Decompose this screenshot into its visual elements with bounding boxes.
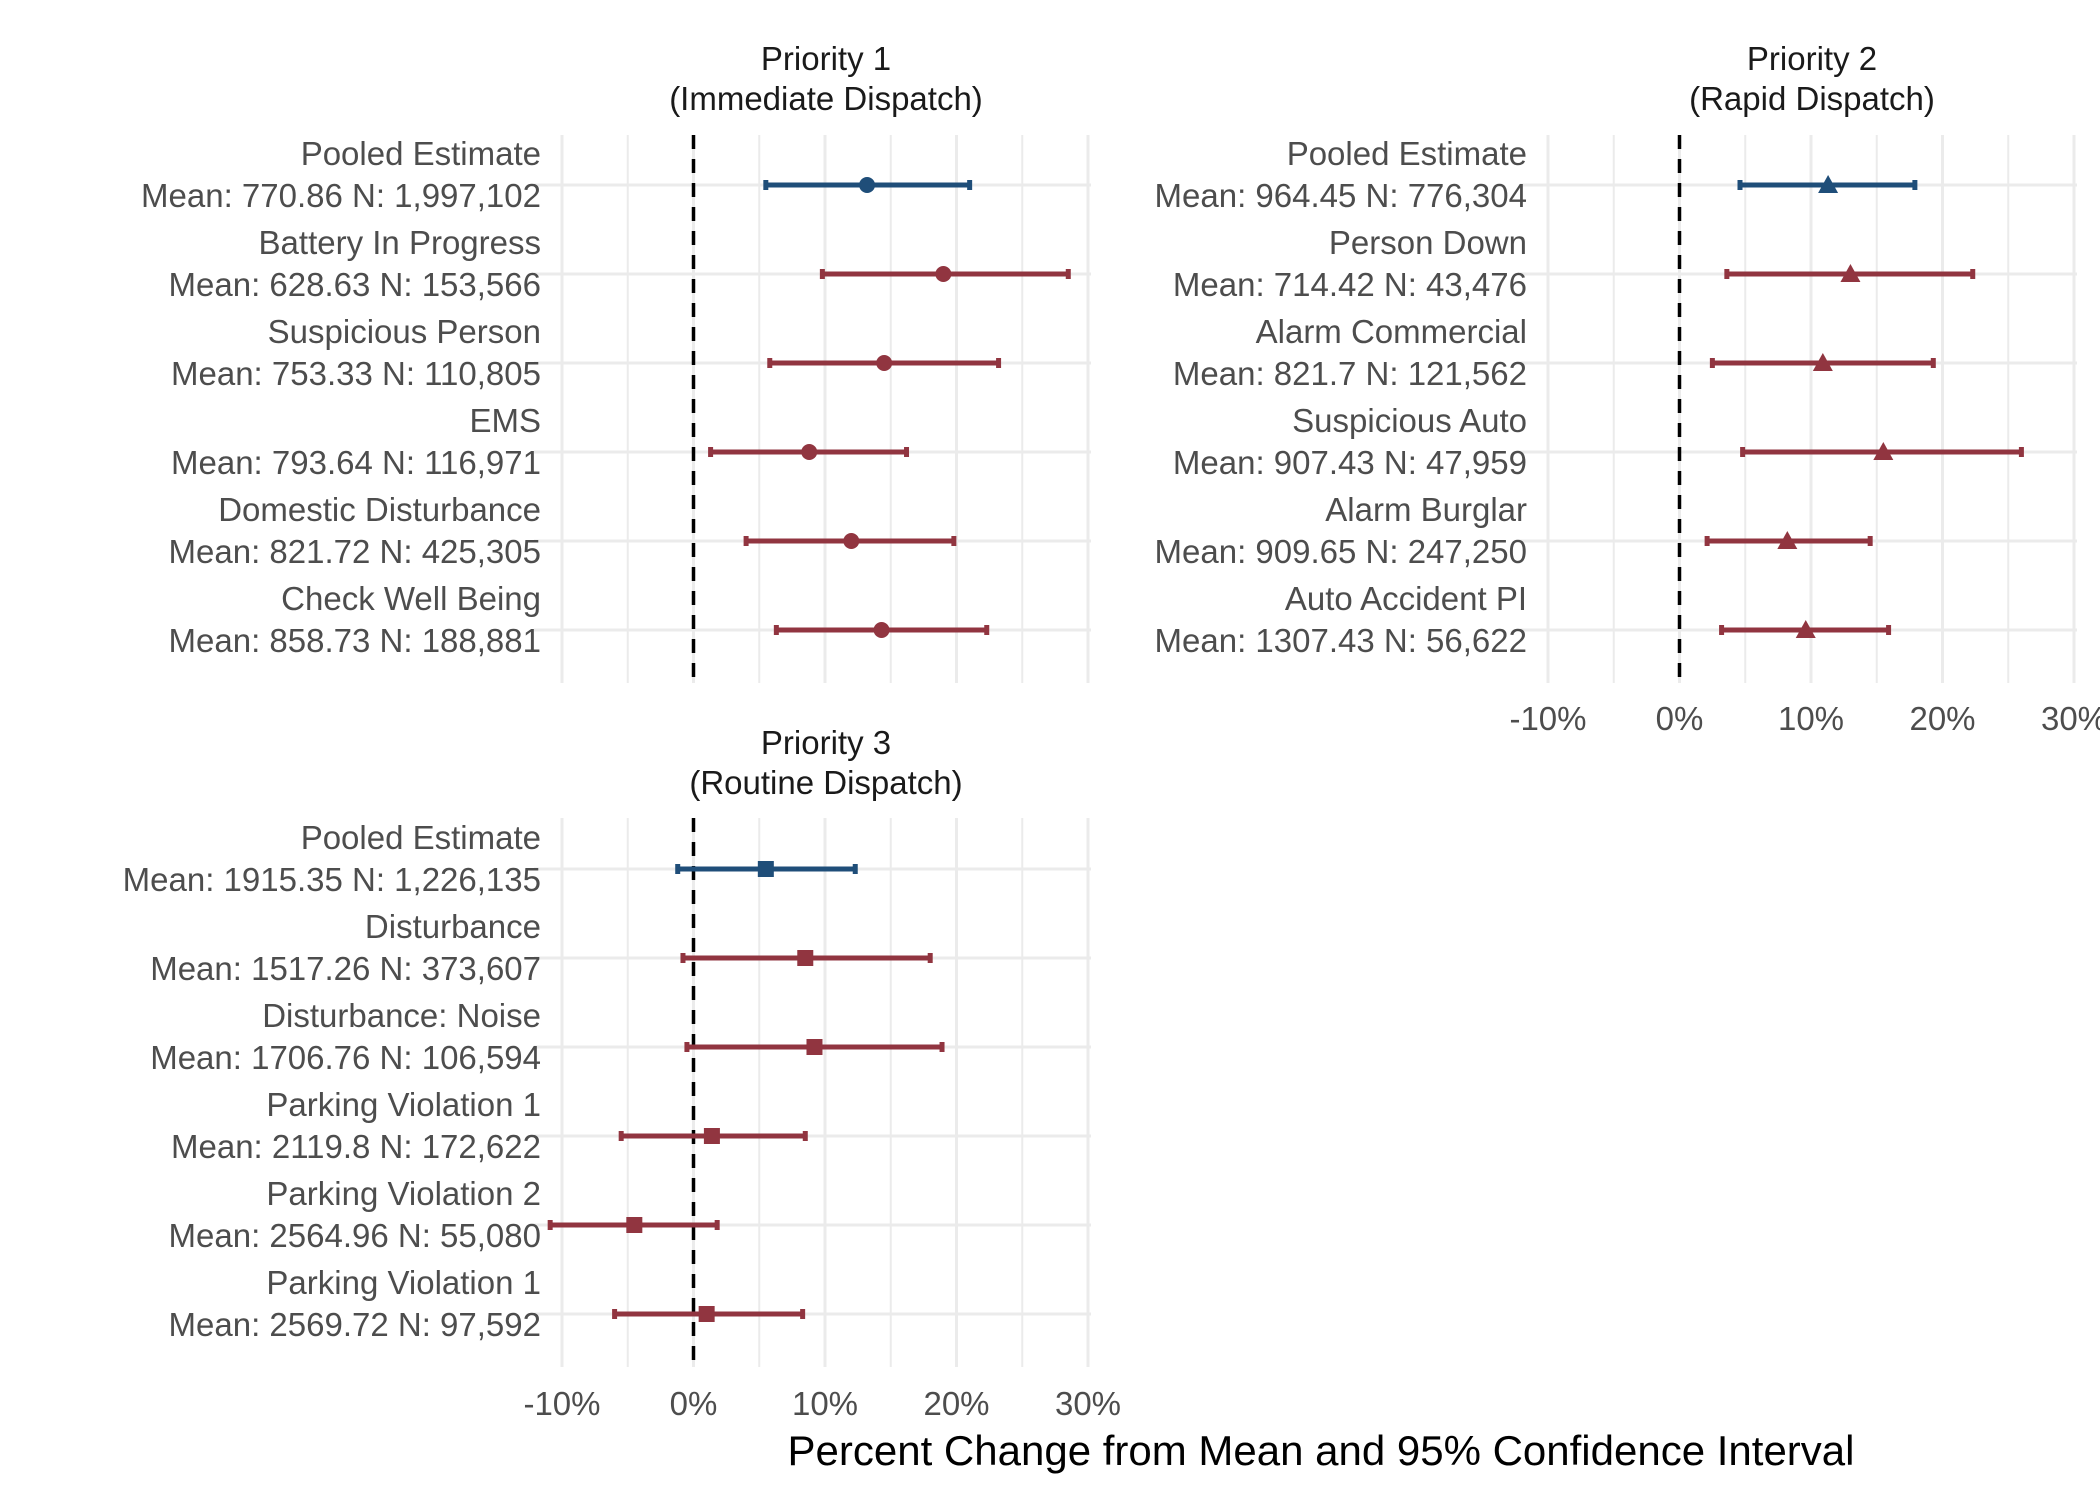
point-estimate-marker bbox=[859, 177, 876, 193]
point-estimate-marker bbox=[1818, 175, 1839, 193]
x-tick-label: 0% bbox=[1656, 700, 1704, 737]
row-stats-label: Mean: 1307.43 N: 56,622 bbox=[1155, 622, 1527, 659]
row-name-label: Pooled Estimate bbox=[301, 135, 541, 172]
priority-1-panel: Priority 1(Immediate Dispatch) Pooled Est… bbox=[141, 40, 1091, 683]
row-name-label: Parking Violation 1 bbox=[266, 1086, 541, 1123]
priority-1-title-line: (Immediate Dispatch) bbox=[669, 80, 983, 117]
x-tick-label: 0% bbox=[670, 1385, 718, 1422]
row-stats-label: Mean: 770.86 N: 1,997,102 bbox=[141, 177, 541, 214]
row-name-label: EMS bbox=[469, 402, 541, 439]
priority-1-title-line: Priority 1 bbox=[761, 40, 891, 77]
priority-3-panel: Priority 3(Routine Dispatch) Pooled Estim… bbox=[123, 724, 1121, 1422]
point-estimate-marker bbox=[806, 1039, 823, 1055]
point-estimate-marker bbox=[1795, 620, 1816, 638]
row-stats-label: Mean: 753.33 N: 110,805 bbox=[171, 355, 541, 392]
row-name-label: Suspicious Auto bbox=[1292, 402, 1527, 439]
row-name-label: Parking Violation 2 bbox=[266, 1175, 541, 1212]
priority-1-grid bbox=[534, 135, 1091, 683]
x-tick-label: 10% bbox=[792, 1385, 858, 1422]
row-stats-label: Mean: 907.43 N: 47,959 bbox=[1173, 444, 1527, 481]
row-stats-label: Mean: 1915.35 N: 1,226,135 bbox=[123, 861, 541, 898]
row-stats-label: Mean: 858.73 N: 188,881 bbox=[169, 622, 541, 659]
point-estimate-marker bbox=[801, 444, 818, 460]
x-tick-label: -10% bbox=[523, 1385, 600, 1422]
point-estimate-marker bbox=[1812, 353, 1833, 371]
point-estimate-marker bbox=[1873, 442, 1894, 460]
row-stats-label: Mean: 821.7 N: 121,562 bbox=[1173, 355, 1527, 392]
row-name-label: Parking Violation 1 bbox=[266, 1264, 541, 1301]
x-tick-label: 20% bbox=[1909, 700, 1975, 737]
row-stats-label: Mean: 909.65 N: 247,250 bbox=[1155, 533, 1527, 570]
point-estimate-marker bbox=[703, 1128, 720, 1144]
row-stats-label: Mean: 1517.26 N: 373,607 bbox=[150, 950, 541, 987]
row-name-label: Disturbance: Noise bbox=[262, 997, 541, 1034]
row-name-label: Domestic Disturbance bbox=[218, 491, 541, 528]
row-name-label: Suspicious Person bbox=[268, 313, 541, 350]
x-tick-label: 30% bbox=[1055, 1385, 1121, 1422]
row-name-label: Disturbance bbox=[365, 908, 541, 945]
point-estimate-marker bbox=[797, 950, 814, 966]
priority-2-panel: Priority 2(Rapid Dispatch) Pooled Estimat… bbox=[1155, 40, 2100, 737]
row-stats-label: Mean: 793.64 N: 116,971 bbox=[171, 444, 541, 481]
row-stats-label: Mean: 2119.8 N: 172,622 bbox=[171, 1128, 541, 1165]
x-tick-label: 30% bbox=[2041, 700, 2100, 737]
row-name-label: Alarm Burglar bbox=[1325, 491, 1527, 528]
row-stats-label: Mean: 2569.72 N: 97,592 bbox=[169, 1306, 541, 1343]
point-estimate-marker bbox=[873, 622, 890, 638]
point-estimate-marker bbox=[876, 355, 893, 371]
row-name-label: Person Down bbox=[1329, 224, 1527, 261]
priority-3-title-line: Priority 3 bbox=[761, 724, 891, 761]
priority-3-grid bbox=[534, 818, 1091, 1367]
row-stats-label: Mean: 821.72 N: 425,305 bbox=[169, 533, 541, 570]
row-stats-label: Mean: 714.42 N: 43,476 bbox=[1173, 266, 1527, 303]
row-stats-label: Mean: 2564.96 N: 55,080 bbox=[169, 1217, 541, 1254]
point-estimate-marker bbox=[626, 1217, 643, 1233]
priority-2-title-line: (Rapid Dispatch) bbox=[1689, 80, 1935, 117]
priority-3-title-line: (Routine Dispatch) bbox=[689, 764, 962, 801]
row-stats-label: Mean: 1706.76 N: 106,594 bbox=[150, 1039, 541, 1076]
row-name-label: Alarm Commercial bbox=[1256, 313, 1527, 350]
x-tick-label: 20% bbox=[923, 1385, 989, 1422]
point-estimate-marker bbox=[1840, 264, 1861, 282]
point-estimate-marker bbox=[843, 533, 860, 549]
row-stats-label: Mean: 964.45 N: 776,304 bbox=[1155, 177, 1527, 214]
point-estimate-marker bbox=[757, 861, 774, 877]
row-name-label: Check Well Being bbox=[281, 580, 541, 617]
priority-2-title-line: Priority 2 bbox=[1747, 40, 1877, 77]
row-name-label: Pooled Estimate bbox=[301, 819, 541, 856]
x-axis-title: Percent Change from Mean and 95% Confide… bbox=[788, 1427, 1855, 1474]
point-estimate-marker bbox=[698, 1306, 715, 1322]
row-name-label: Auto Accident PI bbox=[1285, 580, 1527, 617]
row-name-label: Pooled Estimate bbox=[1287, 135, 1527, 172]
row-stats-label: Mean: 628.63 N: 153,566 bbox=[169, 266, 541, 303]
x-tick-label: 10% bbox=[1778, 700, 1844, 737]
priority-2-grid bbox=[1520, 135, 2077, 683]
row-name-label: Battery In Progress bbox=[259, 224, 541, 261]
point-estimate-marker bbox=[935, 266, 952, 282]
x-tick-label: -10% bbox=[1509, 700, 1586, 737]
point-estimate-marker bbox=[1777, 531, 1798, 549]
